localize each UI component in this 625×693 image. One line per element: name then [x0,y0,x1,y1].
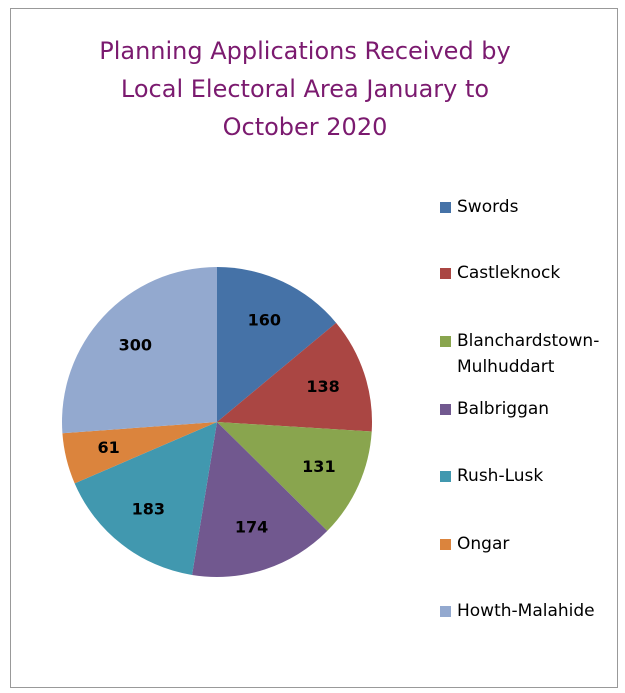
legend-item: Swords [440,194,615,220]
legend-item: Blanchardstown-Mulhuddart [440,328,615,380]
legend-item: Ongar [440,531,615,557]
legend-label: Blanchardstown-Mulhuddart [457,331,600,377]
pie-slice [61,267,217,434]
pie-slice [192,422,328,577]
legend-swatch [440,539,451,550]
legend-swatch [440,471,451,482]
data-label: 138 [306,377,339,396]
legend-swatch [440,606,451,617]
legend-swatch [440,202,451,213]
data-label: 174 [235,518,268,537]
legend-label: Rush-Lusk [457,466,544,486]
legend-label: Howth-Malahide [457,601,595,621]
legend-label: Balbriggan [457,399,550,419]
data-label: 61 [97,438,119,457]
legend-swatch [440,336,451,347]
legend-label: Swords [457,197,519,217]
legend-item: Castleknock [440,260,615,286]
chart-title: Planning Applications Received by Local … [99,37,511,141]
pie-slice [217,422,372,531]
legend-item: Balbriggan [440,396,615,422]
legend-item: Rush-Lusk [440,463,615,489]
pie-slice [217,267,337,422]
legend-swatch [440,404,451,415]
data-label: 300 [119,336,152,355]
pie-slice [62,422,217,484]
pie-slice [217,322,372,432]
chart-frame [10,8,618,688]
data-label: 160 [248,310,281,329]
pie-slice [74,422,217,575]
data-label: 131 [302,457,335,476]
data-label: 183 [132,499,165,518]
legend-item: Howth-Malahide [440,598,615,624]
legend-swatch [440,268,451,279]
legend-label: Castleknock [457,263,561,283]
legend-label: Ongar [457,534,510,554]
